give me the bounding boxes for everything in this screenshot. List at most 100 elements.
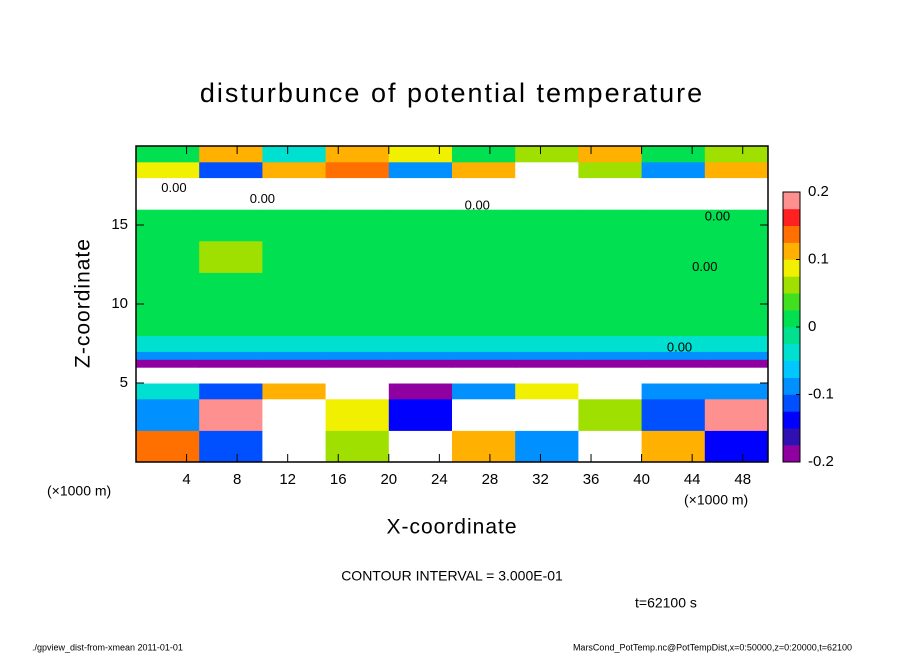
contour-label: 0.00 xyxy=(465,197,490,212)
cell xyxy=(704,359,769,368)
cell xyxy=(578,272,643,305)
cell xyxy=(262,146,327,163)
contour-label: 0.00 xyxy=(705,209,730,224)
cell xyxy=(199,272,263,305)
cell xyxy=(136,367,200,384)
cell xyxy=(515,272,579,305)
cell xyxy=(452,193,516,210)
cell xyxy=(452,398,516,431)
cell xyxy=(515,398,579,431)
cell xyxy=(325,367,390,384)
x-tick-label: 8 xyxy=(233,471,241,488)
cell xyxy=(199,398,263,431)
cell xyxy=(578,383,643,400)
colorbar-swatch xyxy=(783,428,800,446)
cell xyxy=(704,351,769,360)
cell xyxy=(388,359,453,368)
x-tick-label: 44 xyxy=(684,471,701,488)
cell xyxy=(515,359,579,368)
cell xyxy=(452,383,516,400)
cell xyxy=(199,383,263,400)
cell xyxy=(136,430,200,463)
cell xyxy=(388,193,453,210)
x-tick-label: 16 xyxy=(330,471,347,488)
cell xyxy=(704,240,769,273)
x-tick-label: 48 xyxy=(734,471,751,488)
cell xyxy=(704,304,769,337)
cell xyxy=(641,359,706,368)
cell xyxy=(388,430,453,463)
colorbar-swatch xyxy=(783,192,800,210)
cell xyxy=(136,359,200,368)
colorbar-swatch xyxy=(783,208,800,227)
cell xyxy=(641,240,706,273)
cell xyxy=(388,146,453,163)
cell xyxy=(641,351,706,360)
cell xyxy=(388,209,453,242)
cell xyxy=(641,304,706,337)
footer-left: ./gpview_dist-from-xmean 2011-01-01 xyxy=(32,642,183,652)
cell xyxy=(199,359,263,368)
cell xyxy=(515,304,579,337)
cell xyxy=(578,430,643,463)
y-axis-label: Z-coordinate xyxy=(72,238,95,368)
cell xyxy=(388,367,453,384)
cell xyxy=(515,177,579,194)
cell xyxy=(641,177,706,194)
cell xyxy=(325,146,390,163)
cell xyxy=(704,430,769,463)
cell xyxy=(515,146,579,163)
colorbar-swatch xyxy=(783,259,800,277)
cell xyxy=(641,209,706,242)
cell xyxy=(515,367,579,384)
cell xyxy=(262,272,327,305)
colorbar-tick-label: 0.2 xyxy=(808,183,829,200)
colorbar-swatch xyxy=(783,242,800,260)
cell xyxy=(199,146,263,163)
cell xyxy=(641,398,706,431)
cell xyxy=(199,161,263,179)
cell xyxy=(199,335,263,352)
cell xyxy=(136,304,200,337)
cell xyxy=(325,383,390,400)
cell xyxy=(578,359,643,368)
cell xyxy=(704,272,769,305)
cell xyxy=(704,209,769,242)
colorbar-swatch xyxy=(783,411,800,429)
cell xyxy=(262,398,327,431)
cell xyxy=(325,161,390,179)
cell xyxy=(388,398,453,431)
cell xyxy=(388,351,453,360)
cell xyxy=(262,367,327,384)
cell xyxy=(262,161,327,179)
cell xyxy=(515,193,579,210)
cell xyxy=(704,161,769,179)
x-axis-label: X-coordinate xyxy=(386,516,517,539)
cell xyxy=(262,240,327,273)
cell xyxy=(578,367,643,384)
colorbar-tick-label: 0.1 xyxy=(808,250,829,267)
colorbar-swatch xyxy=(783,343,800,362)
cell xyxy=(452,430,516,463)
cell xyxy=(641,193,706,210)
cell xyxy=(136,161,200,179)
cell xyxy=(325,272,390,305)
colorbar-tick-label: -0.1 xyxy=(808,385,834,402)
cell xyxy=(136,177,200,194)
colorbar-swatch xyxy=(783,394,800,412)
cell xyxy=(452,335,516,352)
cell xyxy=(452,240,516,273)
cell xyxy=(704,146,769,163)
cell xyxy=(325,177,390,194)
cell xyxy=(325,209,390,242)
cell xyxy=(452,351,516,360)
cell xyxy=(704,383,769,400)
x-tick-label: 28 xyxy=(482,471,499,488)
cell xyxy=(641,161,706,179)
cell xyxy=(578,351,643,360)
cell xyxy=(136,272,200,305)
cell xyxy=(325,430,390,463)
cell xyxy=(388,177,453,194)
y-unit: (×1000 m) xyxy=(47,483,111,499)
cell xyxy=(578,304,643,337)
